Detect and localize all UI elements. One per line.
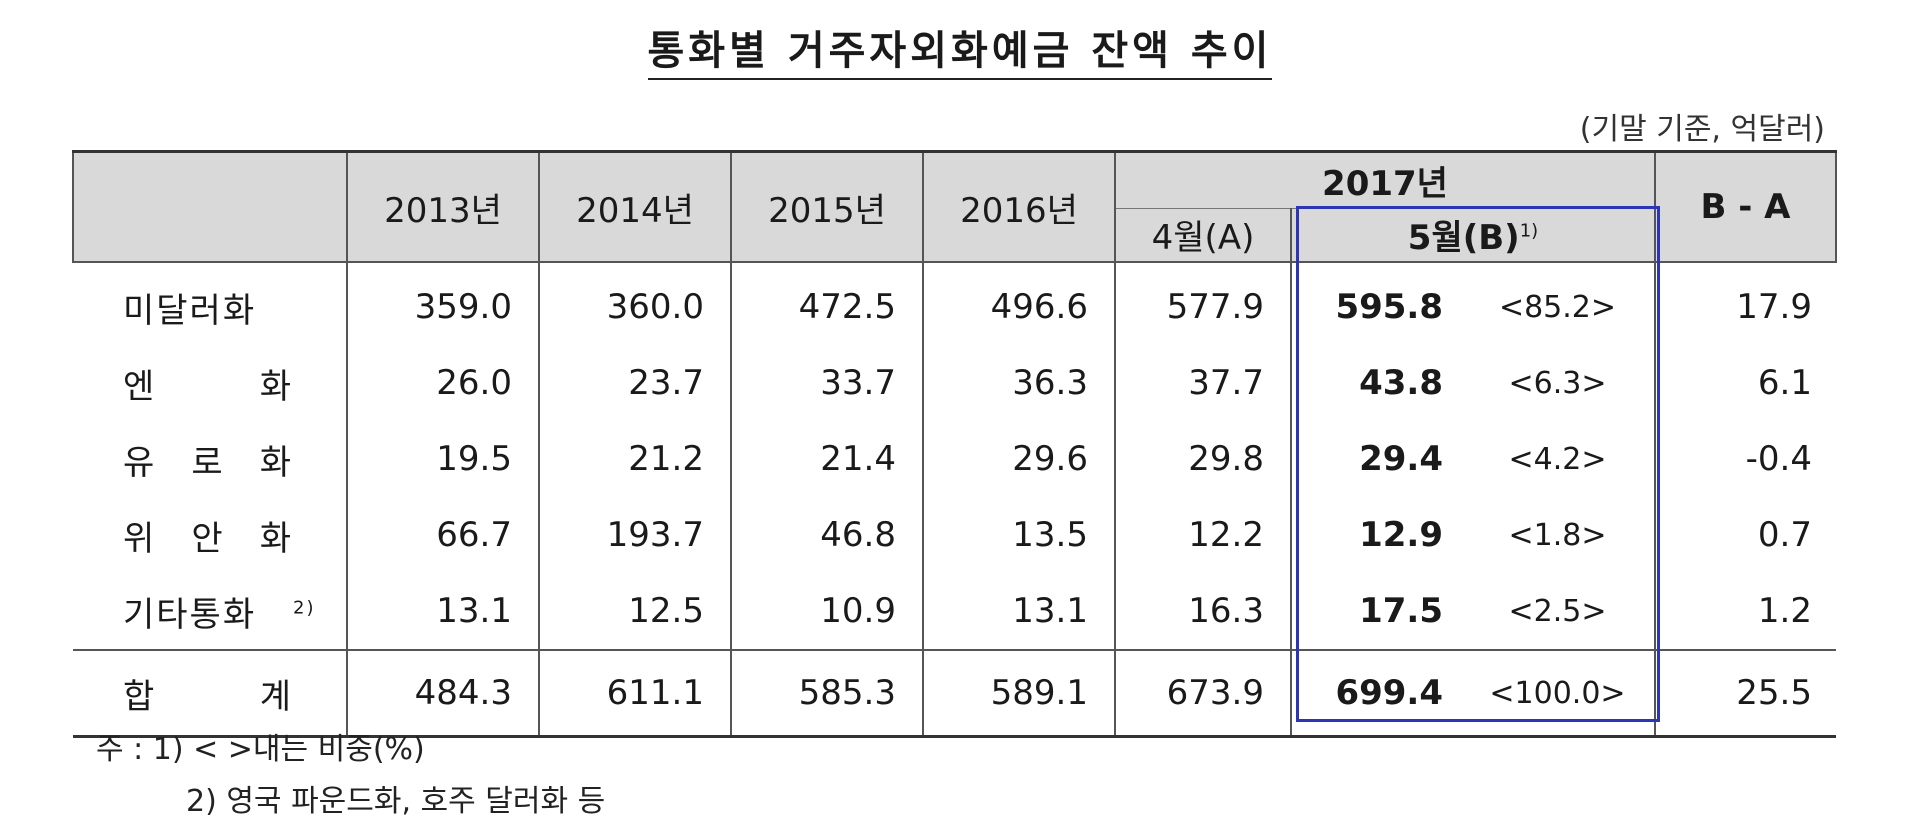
row-label-sup: 2) bbox=[293, 597, 316, 619]
value-cell: 13.1 bbox=[922, 573, 1116, 650]
table-row: 기타통화 2) 13.1 12.5 10.9 13.1 16.3 17.5 <2.5> 1.2 bbox=[73, 573, 1836, 650]
diff-cell: 0.7 bbox=[1654, 497, 1836, 573]
share-pct-cell: <2.5> bbox=[1461, 573, 1656, 650]
value-cell: 29.8 bbox=[1114, 421, 1292, 497]
value-cell: 673.9 bbox=[1114, 649, 1292, 738]
value-cell: 66.7 bbox=[346, 497, 540, 573]
header-2016: 2016년 bbox=[922, 150, 1116, 263]
header-apr: 4월(A) bbox=[1114, 207, 1292, 263]
diff-cell: 1.2 bbox=[1654, 573, 1836, 650]
value-cell: 23.7 bbox=[538, 345, 732, 421]
row-label-cell: 엔 화 bbox=[73, 345, 348, 421]
title-text: 통화별 거주자외화예금 잔액 추이 bbox=[647, 28, 1273, 80]
header-2014: 2014년 bbox=[538, 150, 732, 263]
value-cell: 472.5 bbox=[730, 262, 924, 345]
table-row: 위 안 화 66.7 193.7 46.8 13.5 12.2 12.9 <1.8> 0.7 bbox=[73, 497, 1836, 573]
value-cell: 589.1 bbox=[922, 649, 1116, 738]
value-cell: 577.9 bbox=[1114, 262, 1292, 345]
row-label: 미달러화 bbox=[123, 290, 257, 331]
header-2017: 2017년 bbox=[1114, 150, 1656, 209]
row-label-cell: 기타통화 2) bbox=[73, 573, 348, 650]
may-value-cell: 29.4 bbox=[1290, 421, 1461, 497]
value-cell: 29.6 bbox=[922, 421, 1116, 497]
value-cell: 33.7 bbox=[730, 345, 924, 421]
table-body: 미달러화 359.0 360.0 472.5 496.6 577.9 595.8 <85.2>… bbox=[73, 262, 1836, 738]
table-row: 엔 화 26.0 23.7 33.7 36.3 37.7 43.8 <6.3> 6.1 bbox=[73, 345, 1836, 421]
row-label-cell: 미달러화 bbox=[73, 262, 348, 345]
table-row: 합 계 484.3 611.1 585.3 589.1 673.9 699.4 <100.0>… bbox=[73, 649, 1836, 738]
diff-cell: 25.5 bbox=[1654, 649, 1836, 738]
share-pct-cell: <1.8> bbox=[1461, 497, 1656, 573]
table-row: 미달러화 359.0 360.0 472.5 496.6 577.9 595.8 <85.2>… bbox=[73, 262, 1836, 345]
value-cell: 46.8 bbox=[730, 497, 924, 573]
diff-cell: -0.4 bbox=[1654, 421, 1836, 497]
value-cell: 19.5 bbox=[346, 421, 540, 497]
value-cell: 21.4 bbox=[730, 421, 924, 497]
value-cell: 12.2 bbox=[1114, 497, 1292, 573]
row-label: 엔 화 bbox=[123, 366, 293, 407]
value-cell: 585.3 bbox=[730, 649, 924, 738]
may-value-cell: 699.4 bbox=[1290, 649, 1461, 738]
footnote-2: 2) 영국 파운드화, 호주 달러화 등 bbox=[186, 784, 606, 819]
row-label: 기타통화 bbox=[123, 594, 257, 635]
may-value-cell: 595.8 bbox=[1290, 262, 1461, 345]
may-value-cell: 12.9 bbox=[1290, 497, 1461, 573]
header-2013: 2013년 bbox=[346, 150, 540, 263]
header-may-sup: 1) bbox=[1519, 220, 1539, 242]
share-pct-cell: <100.0> bbox=[1461, 649, 1656, 738]
deposit-table: 2013년 2014년 2015년 2016년 2017년 B - A 4월(A… bbox=[72, 150, 1837, 738]
row-label-cell: 위 안 화 bbox=[73, 497, 348, 573]
header-may-label: 5월(B) bbox=[1407, 218, 1520, 259]
value-cell: 21.2 bbox=[538, 421, 732, 497]
header-2015: 2015년 bbox=[730, 150, 924, 263]
footnote-1: 주 : 1) < >내는 비중(%) bbox=[96, 732, 425, 767]
value-cell: 13.1 bbox=[346, 573, 540, 650]
value-cell: 611.1 bbox=[538, 649, 732, 738]
header-may: 5월(B)1) bbox=[1290, 207, 1656, 263]
header-diff: B - A bbox=[1654, 150, 1837, 263]
row-label: 유 로 화 bbox=[123, 442, 293, 483]
share-pct-cell: <6.3> bbox=[1461, 345, 1656, 421]
value-cell: 13.5 bbox=[922, 497, 1116, 573]
may-value-cell: 17.5 bbox=[1290, 573, 1461, 650]
diff-cell: 17.9 bbox=[1654, 262, 1836, 345]
may-value-cell: 43.8 bbox=[1290, 345, 1461, 421]
row-label-cell: 유 로 화 bbox=[73, 421, 348, 497]
diff-cell: 6.1 bbox=[1654, 345, 1836, 421]
value-cell: 10.9 bbox=[730, 573, 924, 650]
share-pct-cell: <85.2> bbox=[1461, 262, 1656, 345]
value-cell: 359.0 bbox=[346, 262, 540, 345]
unit-label: (기말 기준, 억달러) bbox=[1579, 112, 1825, 147]
row-label: 위 안 화 bbox=[123, 518, 293, 559]
value-cell: 484.3 bbox=[346, 649, 540, 738]
value-cell: 36.3 bbox=[922, 345, 1116, 421]
row-label-cell: 합 계 bbox=[73, 649, 348, 738]
value-cell: 193.7 bbox=[538, 497, 732, 573]
page-title: 통화별 거주자외화예금 잔액 추이 bbox=[0, 18, 1920, 80]
table-row: 유 로 화 19.5 21.2 21.4 29.6 29.8 29.4 <4.2> -0.4 bbox=[73, 421, 1836, 497]
value-cell: 37.7 bbox=[1114, 345, 1292, 421]
value-cell: 12.5 bbox=[538, 573, 732, 650]
total-label: 합 계 bbox=[123, 676, 293, 717]
value-cell: 26.0 bbox=[346, 345, 540, 421]
share-pct-cell: <4.2> bbox=[1461, 421, 1656, 497]
value-cell: 360.0 bbox=[538, 262, 732, 345]
value-cell: 16.3 bbox=[1114, 573, 1292, 650]
header-blank bbox=[72, 150, 348, 263]
value-cell: 496.6 bbox=[922, 262, 1116, 345]
